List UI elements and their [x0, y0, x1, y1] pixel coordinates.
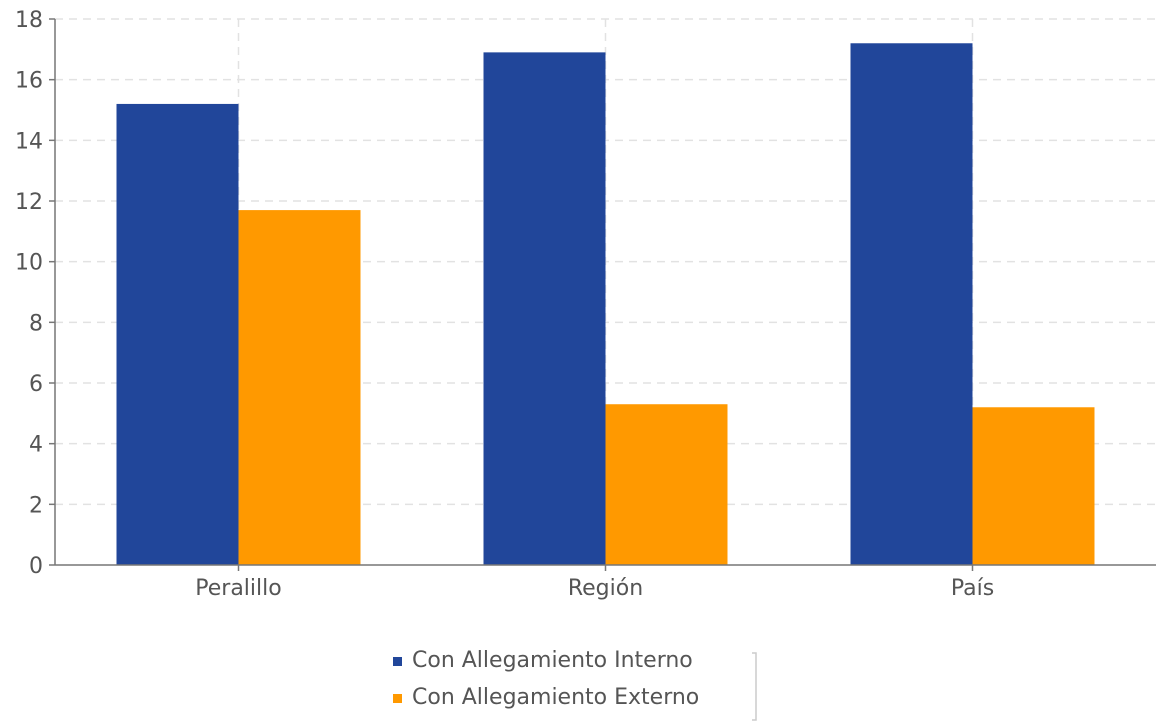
bar-externo-2 [972, 407, 1095, 565]
y-tick-label: 10 [15, 251, 43, 276]
bar-externo-1 [605, 404, 728, 565]
y-axis-ticks: 0 2 4 6 8 10 12 14 16 18 [15, 8, 55, 579]
y-tick-label: 0 [29, 554, 43, 579]
bar-interno-1 [483, 52, 606, 566]
x-category-label: Región [568, 576, 643, 601]
y-tick-label: 14 [15, 129, 43, 154]
y-tick-label: 6 [29, 372, 43, 397]
y-tick-label: 2 [29, 493, 43, 518]
x-axis-categories: Peralillo Región País [195, 565, 994, 601]
bars [116, 43, 1095, 566]
x-category-label: Peralillo [195, 576, 281, 601]
y-tick-label: 18 [15, 8, 43, 33]
legend-swatch-externo [393, 694, 402, 703]
legend: Con Allegamiento Interno Con Allegamiento… [393, 648, 757, 721]
bar-interno-0 [116, 103, 239, 565]
y-tick-label: 16 [15, 69, 43, 94]
legend-swatch-interno [393, 657, 402, 666]
x-category-label: País [951, 576, 994, 601]
legend-label-externo: Con Allegamiento Externo [412, 685, 699, 710]
y-tick-label: 4 [29, 433, 43, 458]
bar-externo-0 [238, 210, 361, 565]
bar-interno-2 [850, 43, 973, 566]
y-tick-label: 8 [29, 311, 43, 336]
legend-border [752, 652, 757, 721]
y-tick-label: 12 [15, 190, 43, 215]
legend-label-interno: Con Allegamiento Interno [412, 648, 693, 673]
